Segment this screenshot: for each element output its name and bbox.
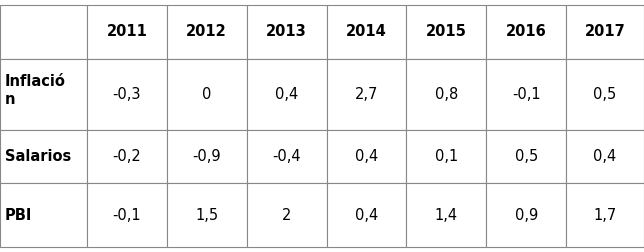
Bar [87, 59, 167, 130]
Text: 2012: 2012 [186, 24, 227, 39]
Bar [406, 130, 486, 183]
Text: Salarios: Salarios [5, 149, 71, 164]
Text: -0,4: -0,4 [272, 149, 301, 164]
Bar [566, 130, 644, 183]
Text: 0,4: 0,4 [593, 149, 617, 164]
Bar [566, 183, 644, 247]
Text: PBI: PBI [5, 208, 32, 223]
Bar [566, 59, 644, 130]
Bar [486, 5, 566, 59]
Bar [87, 183, 167, 247]
Bar [0, 183, 87, 247]
Bar [167, 130, 247, 183]
Text: 0: 0 [202, 87, 211, 102]
Text: -0,3: -0,3 [113, 87, 141, 102]
Text: 1,4: 1,4 [435, 208, 458, 223]
Bar [327, 59, 406, 130]
Bar [87, 5, 167, 59]
Bar [0, 59, 87, 130]
Bar [247, 5, 327, 59]
Text: 0,9: 0,9 [515, 208, 538, 223]
Bar [167, 59, 247, 130]
Bar [486, 59, 566, 130]
Text: -0,9: -0,9 [193, 149, 221, 164]
Bar [327, 5, 406, 59]
Bar [406, 59, 486, 130]
Text: -0,1: -0,1 [512, 87, 540, 102]
Bar [327, 130, 406, 183]
Text: -0,2: -0,2 [113, 149, 141, 164]
Bar [406, 183, 486, 247]
Bar [327, 183, 406, 247]
Text: 2011: 2011 [106, 24, 147, 39]
Text: 0,1: 0,1 [435, 149, 458, 164]
Text: 0,4: 0,4 [355, 208, 378, 223]
Bar [486, 183, 566, 247]
Text: 2: 2 [282, 208, 291, 223]
Text: 2013: 2013 [266, 24, 307, 39]
Bar [566, 5, 644, 59]
Bar [406, 5, 486, 59]
Text: 2,7: 2,7 [355, 87, 378, 102]
Text: 2017: 2017 [585, 24, 625, 39]
Text: 0,8: 0,8 [435, 87, 458, 102]
Text: 0,4: 0,4 [355, 149, 378, 164]
Bar [247, 59, 327, 130]
Text: 1,5: 1,5 [195, 208, 218, 223]
Bar [486, 130, 566, 183]
Bar [247, 183, 327, 247]
Bar [247, 130, 327, 183]
Text: Inflació
n: Inflació n [5, 74, 66, 107]
Text: 2014: 2014 [346, 24, 387, 39]
Text: -0,1: -0,1 [113, 208, 141, 223]
Text: 0,4: 0,4 [275, 87, 298, 102]
Bar [87, 130, 167, 183]
Text: 2015: 2015 [426, 24, 467, 39]
Text: 0,5: 0,5 [515, 149, 538, 164]
Text: 1,7: 1,7 [593, 208, 617, 223]
Bar [167, 5, 247, 59]
Text: 2016: 2016 [506, 24, 547, 39]
Bar [167, 183, 247, 247]
Bar [0, 5, 87, 59]
Bar [0, 130, 87, 183]
Text: 0,5: 0,5 [593, 87, 617, 102]
